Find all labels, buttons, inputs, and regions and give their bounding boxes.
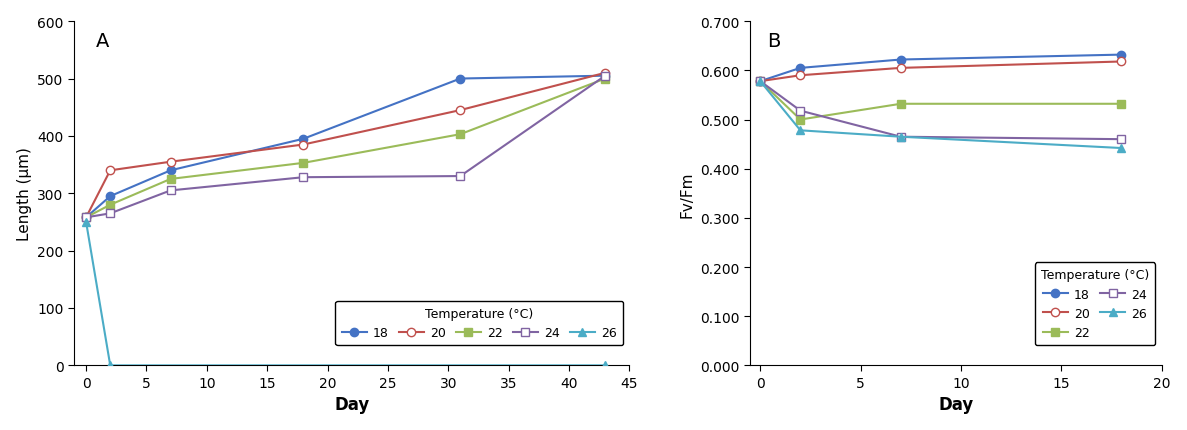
20 bbox=[297, 143, 311, 148]
24 bbox=[598, 74, 612, 79]
22 bbox=[297, 161, 311, 166]
26 bbox=[753, 80, 767, 85]
26 bbox=[894, 135, 908, 140]
20 bbox=[1115, 60, 1129, 65]
Legend: 18, 20, 22, 24, 26: 18, 20, 22, 24, 26 bbox=[1035, 262, 1155, 346]
Line: 24: 24 bbox=[756, 78, 1125, 144]
22 bbox=[598, 77, 612, 82]
24 bbox=[894, 135, 908, 140]
Line: 20: 20 bbox=[82, 70, 609, 222]
X-axis label: Day: Day bbox=[938, 396, 973, 413]
Line: 26: 26 bbox=[82, 218, 609, 370]
20 bbox=[894, 66, 908, 71]
24 bbox=[793, 109, 807, 114]
Text: A: A bbox=[96, 32, 109, 51]
Line: 22: 22 bbox=[82, 75, 609, 222]
22 bbox=[793, 118, 807, 123]
26 bbox=[598, 363, 612, 368]
Y-axis label: Fv/Fm: Fv/Fm bbox=[680, 171, 694, 217]
18 bbox=[598, 74, 612, 79]
Line: 18: 18 bbox=[82, 72, 609, 222]
Text: B: B bbox=[767, 32, 780, 51]
22 bbox=[453, 132, 468, 138]
20 bbox=[164, 160, 178, 165]
18 bbox=[453, 77, 468, 82]
Line: 26: 26 bbox=[756, 78, 1125, 153]
Y-axis label: Length (μm): Length (μm) bbox=[17, 147, 32, 241]
22 bbox=[753, 80, 767, 85]
24 bbox=[453, 174, 468, 179]
20 bbox=[793, 74, 807, 79]
22 bbox=[894, 102, 908, 107]
Line: 20: 20 bbox=[756, 58, 1125, 86]
24 bbox=[164, 188, 178, 194]
24 bbox=[1115, 137, 1129, 142]
26 bbox=[793, 129, 807, 134]
20 bbox=[753, 80, 767, 85]
Legend: 18, 20, 22, 24, 26: 18, 20, 22, 24, 26 bbox=[336, 301, 623, 346]
22 bbox=[1115, 102, 1129, 107]
24 bbox=[297, 175, 311, 180]
20 bbox=[103, 168, 118, 173]
Line: 18: 18 bbox=[756, 51, 1125, 86]
Line: 22: 22 bbox=[756, 78, 1125, 124]
22 bbox=[103, 203, 118, 208]
18 bbox=[1115, 53, 1129, 58]
18 bbox=[80, 215, 94, 221]
18 bbox=[894, 58, 908, 63]
22 bbox=[164, 177, 178, 182]
18 bbox=[793, 66, 807, 71]
26 bbox=[1115, 146, 1129, 151]
24 bbox=[80, 215, 94, 221]
18 bbox=[297, 137, 311, 142]
20 bbox=[453, 108, 468, 114]
24 bbox=[753, 80, 767, 85]
Line: 24: 24 bbox=[82, 72, 609, 222]
24 bbox=[103, 211, 118, 216]
26 bbox=[80, 220, 94, 225]
20 bbox=[598, 71, 612, 76]
18 bbox=[753, 80, 767, 85]
20 bbox=[80, 215, 94, 221]
X-axis label: Day: Day bbox=[334, 396, 369, 413]
18 bbox=[103, 194, 118, 199]
26 bbox=[103, 363, 118, 368]
22 bbox=[80, 215, 94, 221]
18 bbox=[164, 168, 178, 173]
